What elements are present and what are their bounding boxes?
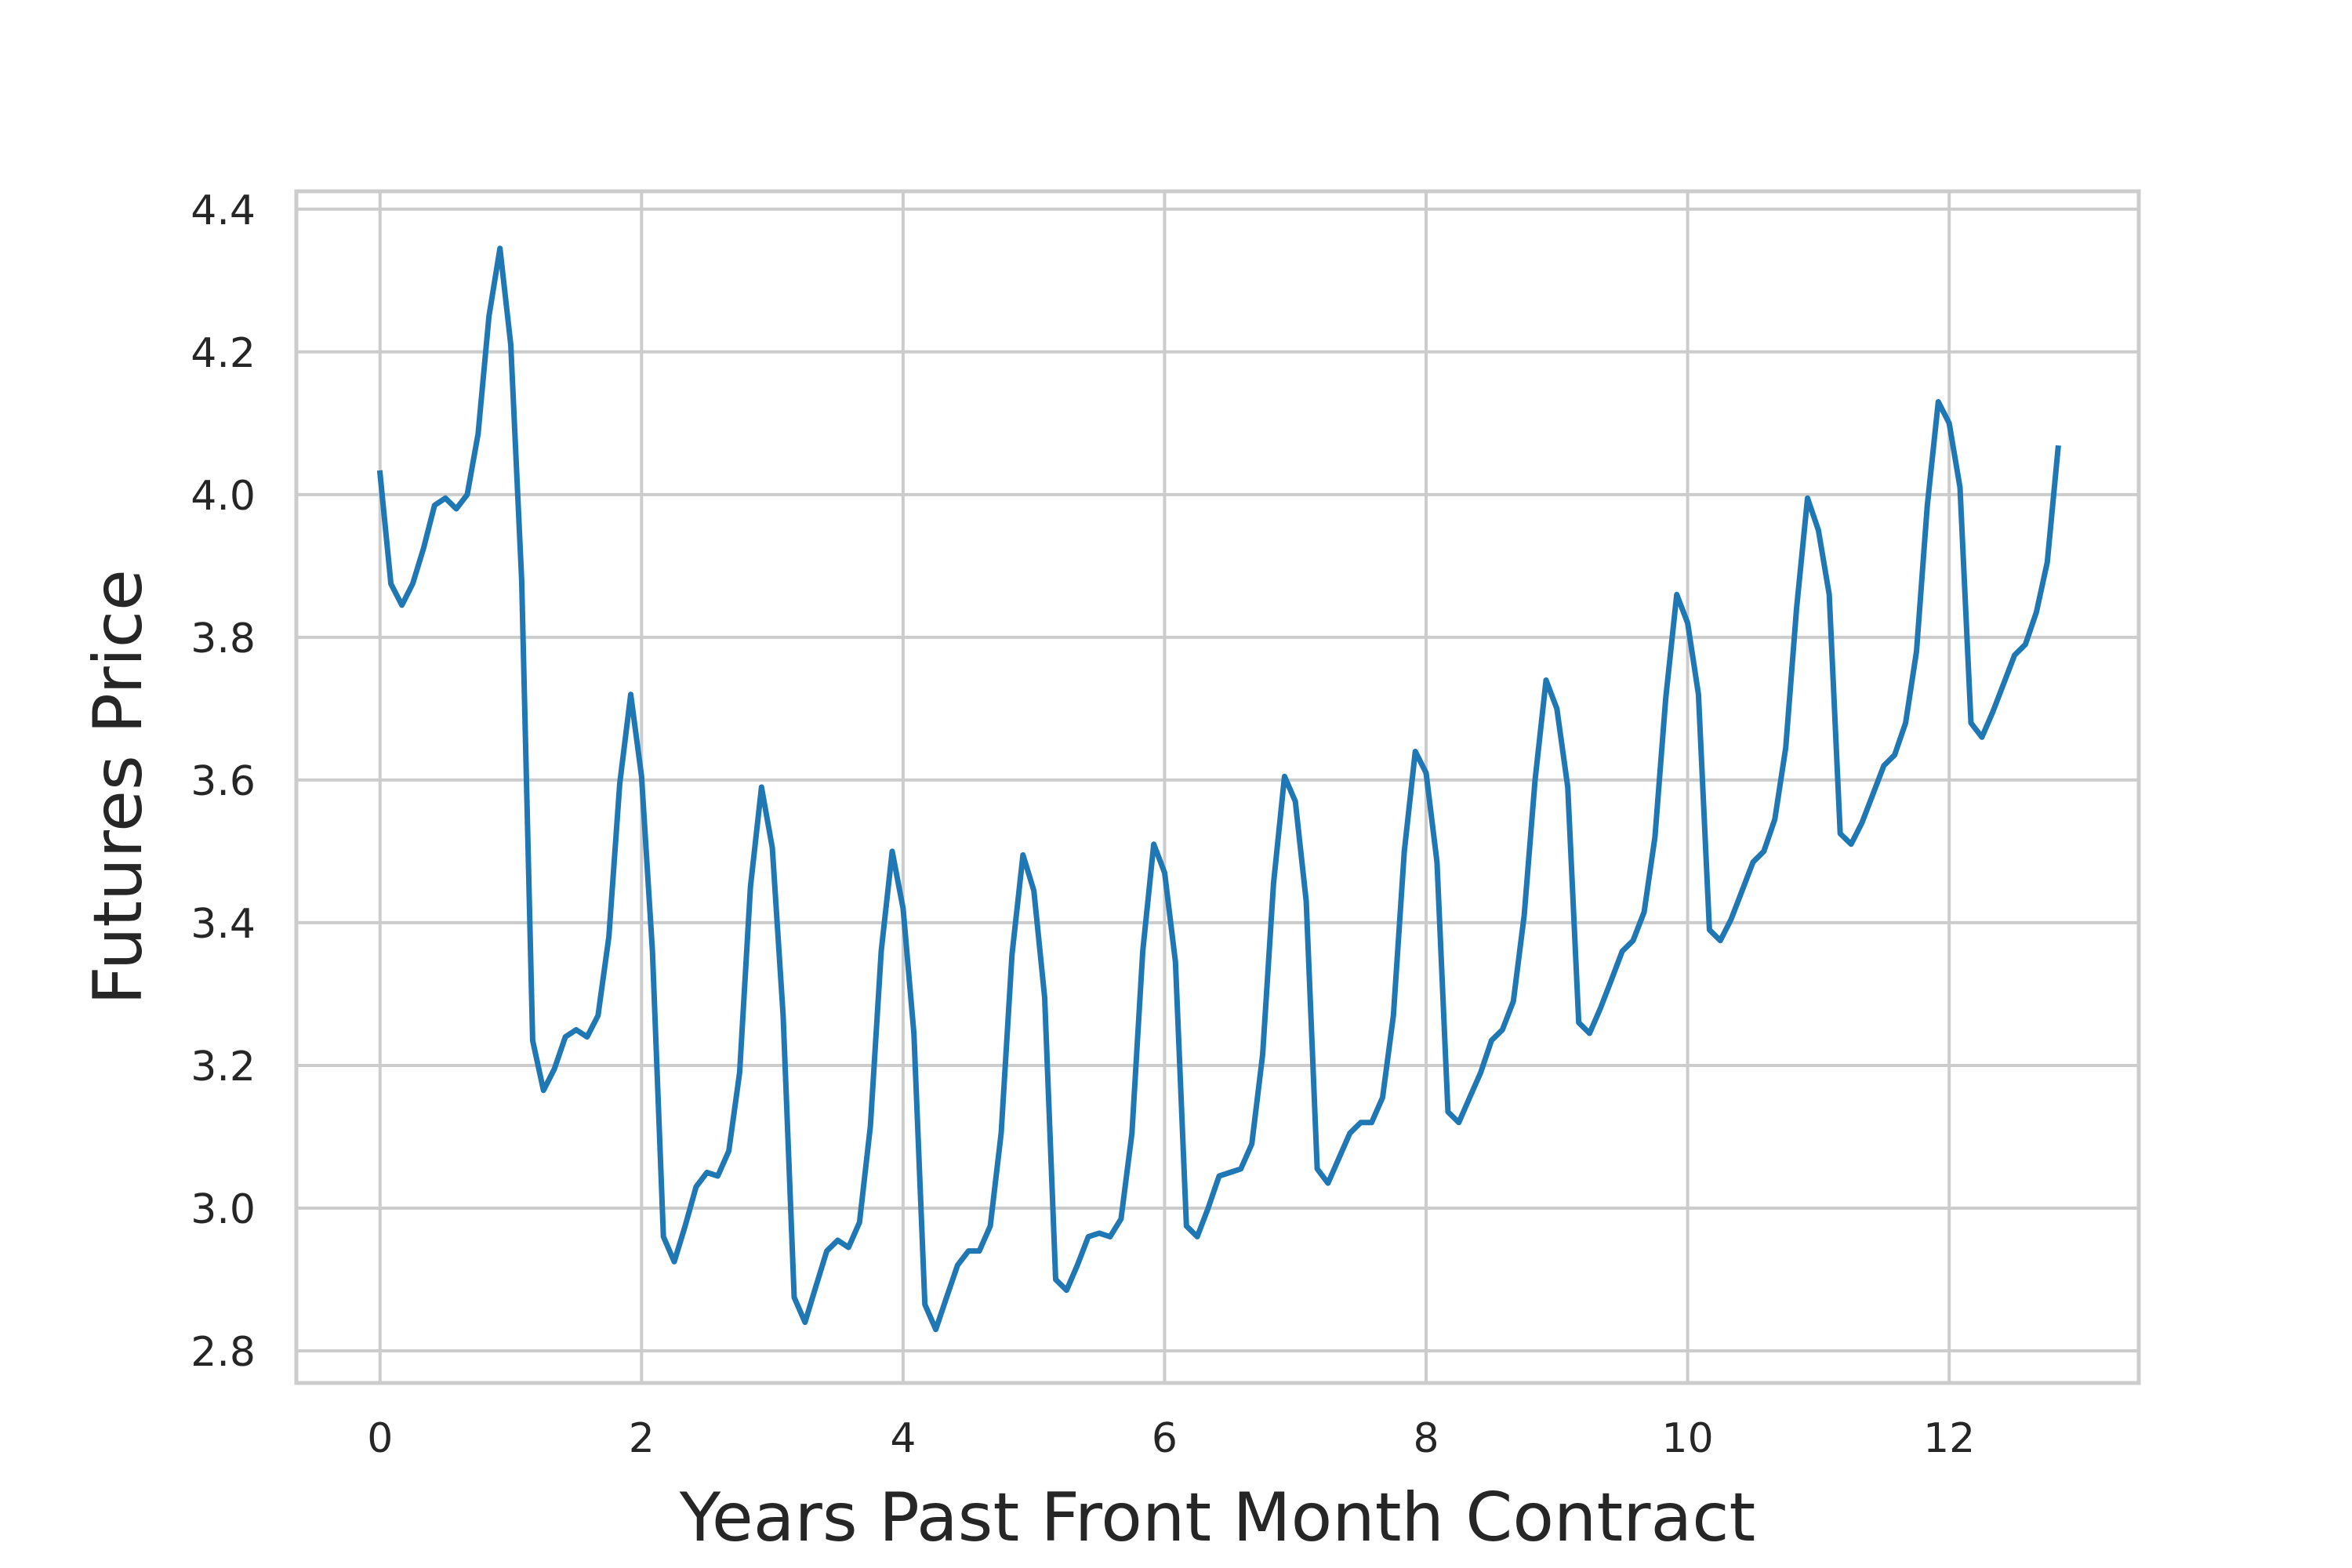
y-tick-label: 4.0 — [191, 473, 256, 520]
x-tick-labels: 0 2 4 6 8 10 12 — [367, 1415, 1975, 1462]
y-axis-label: Futures Price — [79, 569, 158, 1005]
y-tick-label: 3.2 — [191, 1044, 256, 1091]
x-tick-label: 0 — [367, 1415, 393, 1462]
x-tick-label: 2 — [629, 1415, 655, 1462]
y-tick-label: 4.4 — [191, 187, 256, 234]
y-tick-labels: 2.8 3.0 3.2 3.4 3.6 3.8 4.0 4.2 4.4 — [191, 187, 256, 1376]
x-tick-label: 12 — [1923, 1415, 1975, 1462]
price-series-line — [376, 245, 2061, 1333]
x-tick-label: 4 — [890, 1415, 916, 1462]
y-tick-label: 3.8 — [191, 615, 256, 662]
y-tick-label: 3.0 — [191, 1186, 256, 1233]
x-tick-label: 6 — [1152, 1415, 1178, 1462]
x-tick-label: 8 — [1413, 1415, 1439, 1462]
y-tick-label: 3.6 — [191, 758, 256, 805]
x-axis-label: Years Past Front Month Contract — [679, 1479, 1755, 1557]
x-gridlines — [378, 191, 1951, 1383]
y-tick-label: 2.8 — [191, 1329, 256, 1376]
y-tick-label: 4.2 — [191, 330, 256, 377]
plot-frame — [294, 189, 2141, 1385]
series-layer — [376, 245, 2061, 1333]
y-tick-label: 3.4 — [191, 901, 256, 948]
x-tick-label: 10 — [1662, 1415, 1714, 1462]
